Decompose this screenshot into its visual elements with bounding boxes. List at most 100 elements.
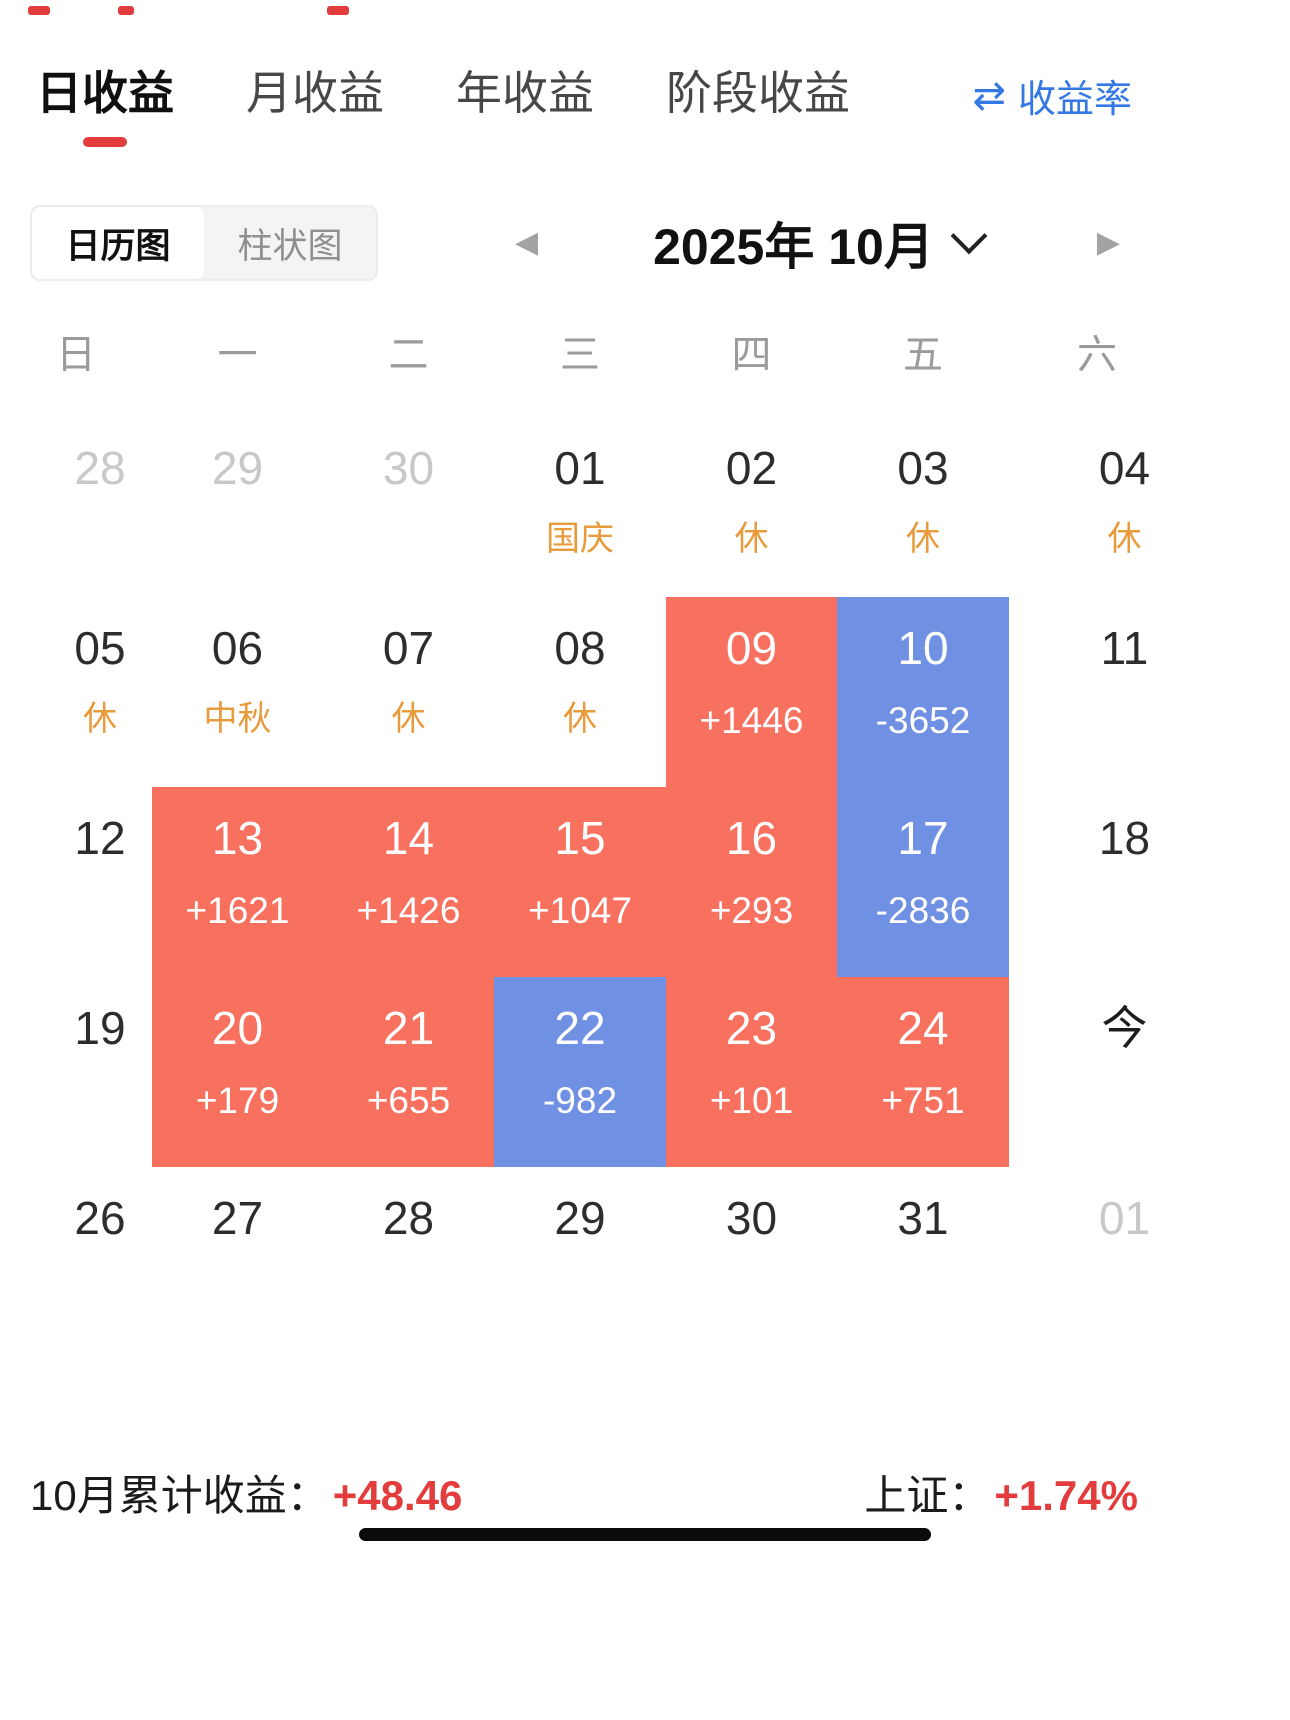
calendar-cell[interactable]: 30 (666, 1167, 837, 1297)
calendar-cell[interactable]: 22 -982 (494, 977, 666, 1168)
clipped-text-fragment (28, 6, 50, 15)
day-number: 29 (211, 442, 264, 495)
weekday-header: 二 (388, 333, 429, 378)
calendar-cell[interactable]: 17 -2836 (837, 787, 1009, 978)
daily-profit-value: -982 (542, 1079, 618, 1121)
day-number: 19 (74, 1002, 126, 1055)
day-number: 28 (382, 1192, 435, 1245)
calendar-controls: 日历图 柱状图 ◀ 2025年 10月 ▶ (0, 205, 1290, 315)
home-indicator (359, 1528, 931, 1541)
holiday-note: 休 (1107, 519, 1142, 558)
toggle-bar-view[interactable]: 柱状图 (237, 226, 343, 266)
calendar-cell[interactable]: 28 (0, 417, 152, 597)
day-number: 26 (74, 1192, 126, 1245)
day-number: 27 (211, 1192, 264, 1245)
calendar-cell[interactable]: 26 (0, 1167, 152, 1297)
day-number: 31 (897, 1192, 949, 1245)
daily-profit-value: +179 (195, 1079, 280, 1121)
calendar-cell[interactable]: 07 休 (323, 597, 494, 787)
daily-profit-value: -3652 (875, 699, 971, 741)
day-number: 18 (1098, 812, 1151, 865)
rate-toggle-link[interactable]: ⇄ 收益率 (972, 68, 1132, 123)
calendar-cell[interactable]: 30 (323, 417, 494, 597)
month-title: 2025年 10月 (653, 219, 934, 276)
day-number: 17 (897, 812, 949, 865)
chevron-down-icon (950, 217, 988, 255)
calendar-cell[interactable]: 16 +293 (666, 787, 837, 978)
tab-yearly-return[interactable]: 年收益 (456, 66, 594, 147)
calendar-cell[interactable]: 18 (1009, 787, 1290, 977)
calendar-cell[interactable]: 06 中秋 (152, 597, 323, 787)
daily-profit-value: +1446 (699, 699, 804, 741)
month-navigation: ◀ 2025年 10月 ▶ (515, 205, 1120, 281)
calendar-cell[interactable]: 09 +1446 (666, 597, 837, 788)
month-selector[interactable]: 2025年 10月 (653, 207, 988, 279)
day-number: 12 (74, 812, 126, 865)
tab-label: 月收益 (246, 67, 384, 119)
day-number: 10 (897, 622, 949, 675)
calendar-cell[interactable]: 24 +751 (837, 977, 1009, 1168)
calendar-cell[interactable]: 05 休 (0, 597, 152, 787)
calendar-cell[interactable]: 15 +1047 (494, 787, 666, 978)
calendar-cell[interactable]: 04 休 (1009, 417, 1290, 597)
calendar-cell[interactable]: 27 (152, 1167, 323, 1297)
daily-profit-value: +1621 (185, 889, 290, 931)
day-number: 03 (897, 442, 949, 495)
weekday-header: 日 (56, 333, 96, 378)
calendar-cell[interactable]: 28 (323, 1167, 494, 1297)
day-number: 05 (74, 622, 126, 675)
day-number: 01 (554, 442, 606, 495)
holiday-note: 休 (83, 699, 117, 738)
clipped-text-fragment (118, 6, 134, 15)
calendar-cell[interactable]: 01 国庆 (494, 417, 666, 597)
calendar-cell[interactable]: 02 休 (666, 417, 837, 597)
day-number: 29 (554, 1192, 606, 1245)
calendar-cell[interactable]: 29 (494, 1167, 666, 1297)
calendar-cell[interactable]: 23 +101 (666, 977, 837, 1168)
day-number: 11 (1100, 622, 1149, 675)
prev-month-button[interactable]: ◀ (515, 226, 539, 260)
next-month-button[interactable]: ▶ (1096, 226, 1120, 260)
day-number: 09 (725, 622, 778, 675)
index-quote: 上证： +1.74% (864, 1462, 1138, 1523)
calendar-cell[interactable]: 11 (1009, 597, 1290, 787)
calendar-cell[interactable]: 13 +1621 (152, 787, 323, 978)
holiday-note: 休 (734, 519, 769, 558)
tab-period-return[interactable]: 阶段收益 (666, 66, 850, 147)
return-tabs: 日收益 月收益 年收益 阶段收益 (36, 66, 850, 148)
daily-profit-value: +1426 (356, 889, 461, 931)
tab-daily-return[interactable]: 日收益 (36, 66, 174, 148)
tab-monthly-return[interactable]: 月收益 (246, 66, 384, 147)
weekday-header: 六 (1077, 333, 1117, 378)
clipped-text-fragment (327, 6, 349, 15)
calendar-cell[interactable]: 21 +655 (323, 977, 494, 1168)
monthly-total-value: +48.46 (332, 1472, 463, 1520)
day-number: 21 (382, 1002, 435, 1055)
day-number: 16 (725, 812, 778, 865)
summary-footer: 10月累计收益： +48.46 上证： +1.74% (0, 1462, 1290, 1523)
calendar-cell[interactable]: 08 休 (494, 597, 666, 787)
calendar-cell[interactable]: 03 休 (837, 417, 1009, 597)
calendar-cell[interactable]: 14 +1426 (323, 787, 494, 978)
calendar-cell[interactable]: 01 (1009, 1167, 1290, 1297)
calendar-cell[interactable]: 20 +179 (152, 977, 323, 1168)
calendar-cell[interactable]: 31 (837, 1167, 1009, 1297)
calendar-cell[interactable]: 19 (0, 977, 152, 1167)
holiday-note: 休 (906, 519, 940, 558)
day-number: 30 (382, 442, 435, 495)
weekday-header: 三 (560, 333, 600, 378)
calendar-cell[interactable]: 10 -3652 (837, 597, 1009, 788)
daily-profit-value: +1047 (528, 889, 632, 931)
calendar-cell-today[interactable]: 今 (1009, 977, 1290, 1167)
calendar-cell[interactable]: 12 (0, 787, 152, 977)
index-label: 上证： (864, 1472, 991, 1520)
active-tab-underline (83, 137, 127, 148)
toggle-calendar-view[interactable]: 日历图 (32, 207, 204, 280)
index-value: +1.74% (994, 1472, 1138, 1520)
calendar-cell[interactable]: 29 (152, 417, 323, 597)
day-number: 14 (382, 812, 435, 865)
calendar-grid: 28 29 30 01 国庆 02 休 03 休 04 休 05 休 06 中秋 07 休 08 休 09 +1446 1… (0, 417, 1290, 1297)
tab-label: 日收益 (36, 67, 174, 119)
monthly-total: 10月累计收益： +48.46 (30, 1462, 462, 1523)
day-number: 22 (554, 1002, 606, 1055)
